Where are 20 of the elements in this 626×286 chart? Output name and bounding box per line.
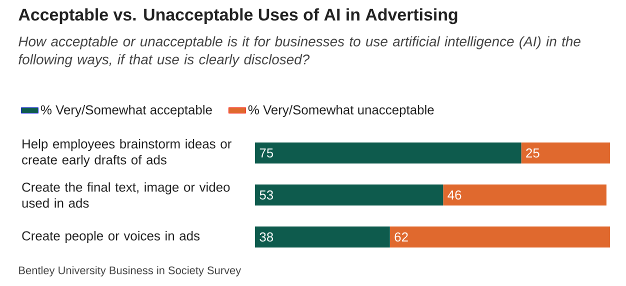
bar bbox=[255, 184, 444, 206]
data-label: 75 bbox=[260, 148, 274, 158]
chart-subtitle: How acceptable or unacceptable is it for businesses to use artificial intelligence (AI) in the following ways, if that use is clearly disclosed? bbox=[18, 36, 580, 68]
bar bbox=[390, 226, 610, 248]
bar bbox=[521, 142, 610, 164]
legend-label: % Very/Somewhat unacceptable bbox=[248, 104, 434, 118]
legend-label: % Very/Somewhat acceptable bbox=[40, 104, 212, 118]
data-label: 25 bbox=[526, 148, 540, 158]
data-label: 62 bbox=[394, 232, 408, 242]
bar bbox=[255, 226, 390, 248]
y-tick-label: Create the final text, image or video used in ads bbox=[22, 182, 230, 208]
y-tick-label: Help employees brainstorm ideas or create early drafts of ads bbox=[22, 138, 232, 168]
chart-title: Acceptable vs. Unacceptable Uses of AI in Advertising bbox=[18, 8, 458, 24]
data-label: 38 bbox=[260, 232, 274, 242]
bar bbox=[443, 184, 606, 206]
data-label: 46 bbox=[448, 190, 462, 200]
text: Bentley University Business in Society Survey bbox=[19, 266, 242, 276]
y-tick-label: Create people or voices in ads bbox=[22, 230, 200, 244]
bar bbox=[255, 142, 522, 164]
data-label: 53 bbox=[260, 190, 274, 200]
